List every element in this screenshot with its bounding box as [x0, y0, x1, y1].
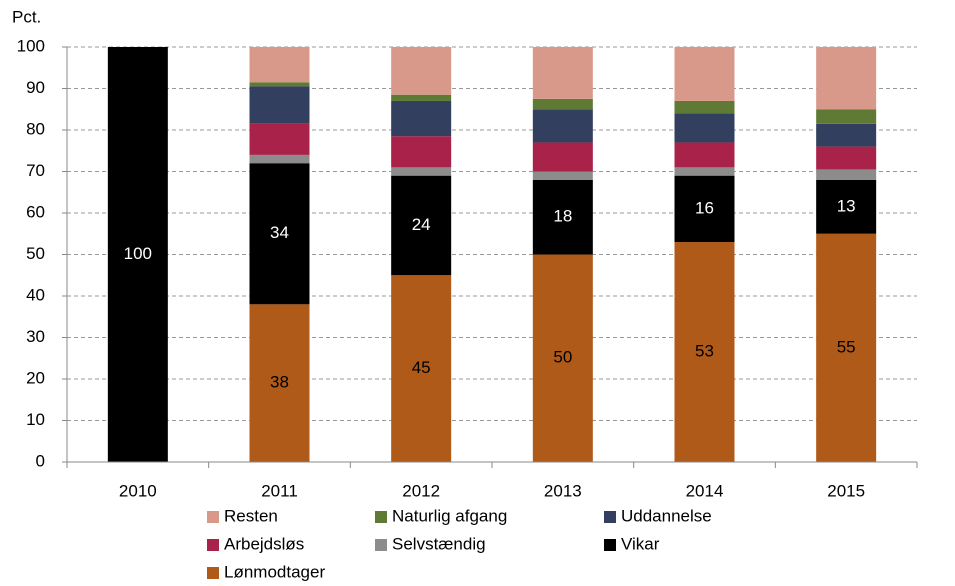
bar-segment	[391, 136, 452, 168]
legend-label: Arbejdsløs	[224, 534, 304, 553]
x-tick-label: 2012	[402, 481, 440, 500]
bar-segment	[249, 86, 310, 124]
y-axis-label: Pct.	[12, 7, 41, 26]
bar-segment	[674, 142, 735, 168]
x-tick-label: 2013	[544, 481, 582, 500]
legend-swatch	[375, 511, 387, 523]
legend-swatch	[604, 511, 616, 523]
bar-segment	[532, 142, 593, 172]
x-tick-label: 2015	[827, 481, 865, 500]
bar-segment	[532, 109, 593, 143]
legend-label: Naturlig afgang	[392, 506, 507, 525]
bar-segment	[249, 163, 310, 305]
y-tick-label: 10	[26, 410, 45, 429]
bar-segment	[674, 100, 735, 114]
bar-segment	[674, 175, 735, 243]
bar-segment	[816, 123, 877, 147]
legend-label: Selvstændig	[392, 534, 486, 553]
data-label: 24	[412, 215, 431, 234]
bar-segment	[249, 154, 310, 164]
y-tick-label: 90	[26, 78, 45, 97]
legend-swatch	[604, 539, 616, 551]
legend-label: Vikar	[621, 534, 660, 553]
bar-segment	[391, 175, 452, 276]
bar-segment	[674, 47, 735, 101]
bar-segment	[249, 47, 310, 83]
bar-segment	[532, 171, 593, 180]
data-label: 55	[837, 337, 856, 356]
bar-segment	[532, 98, 593, 110]
data-label: 18	[553, 207, 572, 226]
data-label: 16	[695, 198, 714, 217]
legend-swatch	[207, 539, 219, 551]
legend-label: Uddannelse	[621, 506, 712, 525]
data-label: 34	[270, 223, 289, 242]
bar-segment	[391, 47, 452, 95]
bar-segment	[674, 167, 735, 176]
bar-segment	[816, 179, 877, 234]
bar-segment	[674, 242, 735, 462]
legend-swatch	[375, 539, 387, 551]
bar-segment	[391, 100, 452, 137]
y-tick-label: 20	[26, 368, 45, 387]
legend-swatch	[207, 511, 219, 523]
bar-segment	[674, 113, 735, 143]
y-tick-label: 40	[26, 285, 45, 304]
y-tick-label: 80	[26, 119, 45, 138]
data-label: 50	[553, 348, 572, 367]
bar-segment	[816, 169, 877, 180]
x-tick-label: 2014	[686, 481, 724, 500]
y-tick-label: 70	[26, 161, 45, 180]
x-tick-label: 2010	[119, 481, 157, 500]
y-tick-label: 30	[26, 327, 45, 346]
y-tick-label: 0	[36, 451, 45, 470]
bar-segment	[532, 179, 593, 255]
bar-segment	[391, 275, 452, 462]
bar-segment	[107, 47, 168, 462]
legend-label: Resten	[224, 506, 278, 525]
bar-segment	[249, 304, 310, 462]
bar-segment	[816, 233, 877, 462]
data-label: 100	[124, 244, 152, 263]
y-tick-label: 50	[26, 244, 45, 263]
bar-segment	[249, 82, 310, 87]
bar-segment	[816, 109, 877, 124]
x-tick-label: 2011	[261, 481, 298, 500]
legend-swatch	[207, 567, 219, 579]
data-label: 38	[270, 373, 289, 392]
bar-segment	[532, 47, 593, 99]
legend-label: Lønmodtager	[224, 562, 325, 581]
data-label: 13	[837, 196, 856, 215]
bar-segment	[391, 167, 452, 176]
data-label: 53	[695, 342, 714, 361]
bar-segment	[816, 47, 877, 110]
data-label: 45	[412, 358, 431, 377]
y-tick-label: 60	[26, 202, 45, 221]
bar-segment	[249, 123, 310, 155]
bar-segment	[532, 254, 593, 462]
bar-segment	[816, 146, 877, 170]
y-tick-label: 100	[17, 36, 45, 55]
bar-segment	[391, 94, 452, 101]
